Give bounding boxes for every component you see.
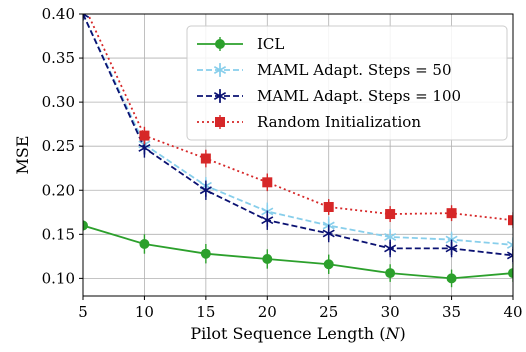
- data-point: [200, 248, 211, 259]
- legend-label: ICL: [257, 35, 284, 53]
- legend-entry-1: MAML Adapt. Steps = 50: [197, 61, 452, 79]
- legend-box: [186, 25, 508, 141]
- legend-entry-3: Random Initialization: [197, 113, 421, 131]
- data-point: [262, 253, 273, 264]
- legend-entry-2: MAML Adapt. Steps = 100: [197, 87, 461, 105]
- data-point: [200, 153, 211, 164]
- y-tick-label: 0.40: [42, 5, 75, 23]
- series-line: [86, 14, 513, 222]
- legend-label: MAML Adapt. Steps = 50: [257, 61, 452, 79]
- data-point: [78, 0, 88, 8]
- legend-swatch-marker: [213, 63, 227, 77]
- data-point: [506, 238, 513, 252]
- y-tick-label: 0.15: [42, 225, 75, 243]
- x-tick-label: 40: [503, 303, 522, 321]
- y-tick-label: 0.25: [42, 137, 75, 155]
- data-point: [506, 248, 513, 262]
- y-tick-label: 0.35: [42, 49, 75, 67]
- data-point: [262, 177, 273, 188]
- data-point: [139, 239, 150, 250]
- legend-label: Random Initialization: [257, 113, 421, 131]
- plot-frame: [82, 13, 514, 297]
- data-point: [83, 220, 88, 231]
- data-point: [508, 268, 513, 279]
- data-point: [322, 226, 335, 240]
- x-axis-title: Pilot Sequence Length (N): [190, 324, 405, 343]
- series-layer: [78, 0, 513, 288]
- data-point: [508, 215, 513, 226]
- x-tick-label: 5: [78, 303, 88, 321]
- data-point: [323, 201, 334, 212]
- series-0: [83, 220, 513, 288]
- x-tick-label: 30: [381, 303, 400, 321]
- x-tick-label: 15: [196, 303, 215, 321]
- data-point: [138, 141, 151, 155]
- data-point: [323, 259, 334, 270]
- legend-swatch-marker: [215, 39, 225, 49]
- series-line: [83, 224, 513, 280]
- x-tick-label: 10: [135, 303, 154, 321]
- x-tick-label: 35: [442, 303, 461, 321]
- legend-label: MAML Adapt. Steps = 100: [257, 87, 461, 105]
- y-axis-title: MSE: [13, 135, 32, 174]
- legend-swatch-marker: [215, 117, 225, 127]
- legend-swatch-marker: [213, 89, 227, 103]
- series-3: [78, 0, 513, 229]
- x-tick-label: 20: [258, 303, 277, 321]
- data-point: [261, 213, 274, 227]
- data-point: [446, 208, 457, 219]
- y-tick-label: 0.10: [42, 269, 75, 287]
- data-point: [445, 241, 458, 255]
- legend-entry-0: ICL: [197, 35, 284, 53]
- data-point: [384, 241, 397, 255]
- y-tick-label: 0.30: [42, 93, 75, 111]
- data-point: [446, 273, 457, 284]
- legend: ICL MAML Adapt. Steps = 50 MAML Adapt. Ste…: [186, 25, 508, 141]
- data-point: [199, 183, 212, 197]
- series-line: [83, 14, 513, 246]
- data-point: [385, 268, 396, 279]
- axis-ticks: 5 10 15 20 25 30 35 40 0.10 0.15 0.20 0.25 0.30 0.35 0…: [42, 5, 523, 321]
- data-point: [139, 130, 150, 141]
- data-point: [385, 209, 396, 220]
- x-tick-label: 25: [319, 303, 338, 321]
- y-tick-label: 0.20: [42, 181, 75, 199]
